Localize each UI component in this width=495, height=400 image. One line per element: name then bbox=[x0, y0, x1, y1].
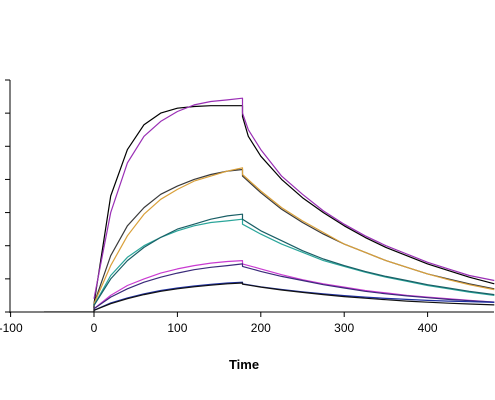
x-tick-label: 200 bbox=[251, 321, 271, 335]
x-axis-title: Time bbox=[229, 357, 259, 372]
series-line-7 bbox=[93, 260, 495, 310]
x-tick-label: 100 bbox=[167, 321, 187, 335]
series-line-4 bbox=[93, 167, 495, 304]
series-line-1 bbox=[44, 105, 495, 312]
x-tick-label: 300 bbox=[334, 321, 354, 335]
ticks-layer: -100 0 100 200 300 400 bbox=[0, 79, 438, 335]
x-tick-label: 400 bbox=[418, 321, 438, 335]
series-line-10 bbox=[93, 282, 495, 311]
axes-layer bbox=[9, 80, 494, 313]
series-layer bbox=[44, 97, 495, 312]
series-line-8 bbox=[93, 263, 495, 310]
series-line-2 bbox=[93, 97, 495, 299]
x-tick-label: -100 bbox=[0, 321, 23, 335]
x-tick-label: 0 bbox=[91, 321, 98, 335]
series-line-6 bbox=[93, 213, 495, 306]
